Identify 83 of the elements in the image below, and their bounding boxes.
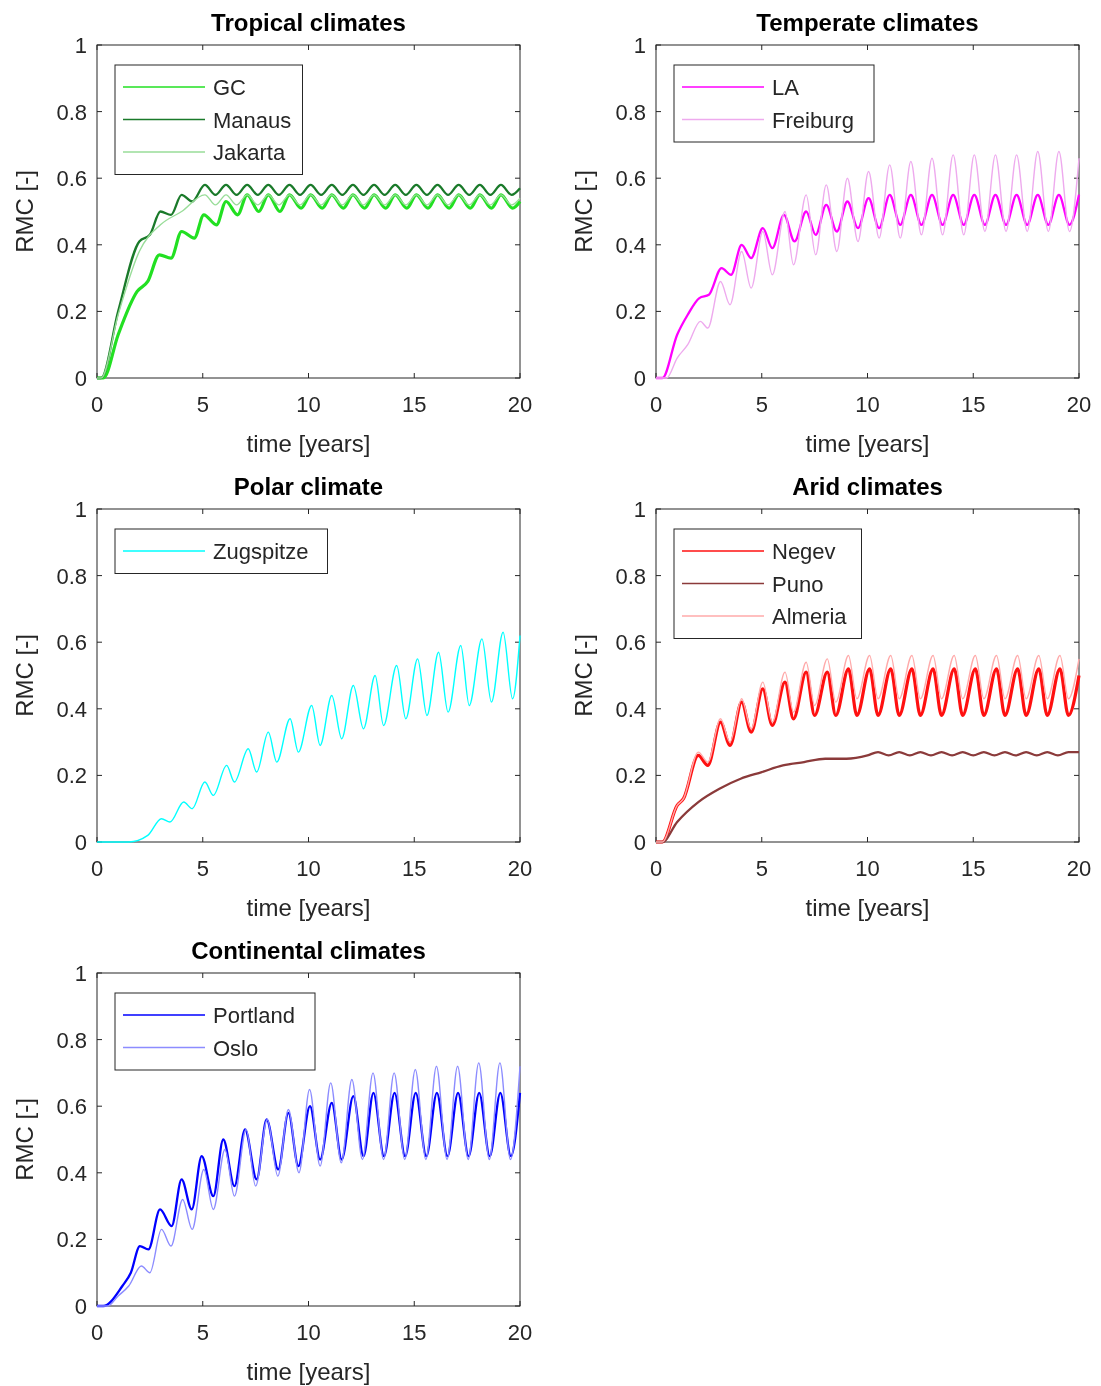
x-tick-label: 5 xyxy=(196,392,209,417)
chart-title: Tropical climates xyxy=(211,9,406,36)
y-tick-label: 0 xyxy=(74,830,87,855)
x-tick-label: 10 xyxy=(296,1320,321,1345)
y-tick-label: 1 xyxy=(74,33,87,58)
y-tick-label: 0 xyxy=(74,1294,87,1319)
x-axis-title: time [years] xyxy=(805,430,930,457)
x-tick-label: 10 xyxy=(855,856,880,881)
y-tick-label: 0.2 xyxy=(56,763,87,789)
legend-label: Oslo xyxy=(213,1035,259,1061)
y-tick-label: 0.2 xyxy=(56,299,87,325)
legend-label: Freiburg xyxy=(772,107,854,133)
y-tick-label: 0.8 xyxy=(615,563,646,589)
x-tick-label: 10 xyxy=(296,856,321,881)
y-axis-title: RMC [-] xyxy=(570,170,597,253)
y-tick-label: 0.6 xyxy=(615,166,646,192)
x-tick-label: 0 xyxy=(90,1320,104,1345)
line-series xyxy=(96,631,521,843)
x-tick-label: 5 xyxy=(755,392,768,417)
x-tick-label: 15 xyxy=(402,856,427,881)
y-tick-label: 0.4 xyxy=(56,232,87,258)
y-tick-label: 0.2 xyxy=(615,763,646,789)
y-tick-label: 0.2 xyxy=(56,1227,87,1253)
legend-label: Almeria xyxy=(772,604,848,629)
y-tick-label: 0.6 xyxy=(56,1094,87,1120)
x-tick-label: 10 xyxy=(855,392,880,417)
y-tick-label: 0.6 xyxy=(56,630,87,656)
y-tick-label: 0.4 xyxy=(56,696,87,722)
y-tick-label: 0.8 xyxy=(56,99,87,125)
x-tick-label: 20 xyxy=(1066,392,1092,417)
x-tick-label: 20 xyxy=(507,1320,533,1345)
x-axis-title: time [years] xyxy=(246,430,371,457)
x-tick-label: 15 xyxy=(402,392,427,417)
x-tick-label: 0 xyxy=(649,392,663,417)
y-tick-label: 0.6 xyxy=(615,630,646,656)
x-tick-label: 15 xyxy=(402,1320,427,1345)
x-tick-label: 0 xyxy=(90,856,104,881)
legend-label: Portland xyxy=(213,1003,295,1028)
legend-label: Puno xyxy=(772,571,824,597)
y-tick-label: 1 xyxy=(74,961,87,986)
y-tick-label: 1 xyxy=(633,497,646,522)
chart-title: Polar climate xyxy=(233,473,384,500)
x-tick-label: 0 xyxy=(90,392,104,417)
y-axis-title: RMC [-] xyxy=(11,634,38,717)
y-tick-label: 0.8 xyxy=(56,1027,87,1053)
legend-label: LA xyxy=(772,75,800,100)
y-tick-label: 1 xyxy=(74,497,87,522)
y-tick-label: 1 xyxy=(633,33,646,58)
x-tick-label: 5 xyxy=(196,856,209,881)
y-tick-label: 0.4 xyxy=(615,232,646,258)
chart-title: Arid climates xyxy=(792,473,943,500)
x-tick-label: 5 xyxy=(755,856,768,881)
x-tick-label: 20 xyxy=(507,856,533,881)
line-series xyxy=(655,150,1080,379)
x-axis-title: time [years] xyxy=(805,894,930,921)
y-tick-label: 0.2 xyxy=(615,299,646,325)
legend-label: GC xyxy=(213,75,247,100)
x-axis-title: time [years] xyxy=(246,894,371,921)
legend-label: Zugspitze xyxy=(213,539,309,564)
chart-title: Temperate climates xyxy=(756,9,979,36)
y-axis-title: RMC [-] xyxy=(11,170,38,253)
y-tick-label: 0 xyxy=(74,366,87,391)
y-tick-label: 0.8 xyxy=(615,99,646,125)
legend-label: Manaus xyxy=(213,107,292,133)
x-tick-label: 10 xyxy=(296,392,321,417)
x-tick-label: 20 xyxy=(507,392,533,417)
y-axis-title: RMC [-] xyxy=(11,1098,38,1181)
y-axis-title: RMC [-] xyxy=(570,634,597,717)
y-tick-label: 0.8 xyxy=(56,563,87,589)
y-tick-label: 0.4 xyxy=(56,1160,87,1186)
y-tick-label: 0.6 xyxy=(56,166,87,192)
chart-title: Continental climates xyxy=(191,937,426,964)
x-tick-label: 15 xyxy=(961,392,986,417)
legend-label: Negev xyxy=(772,539,836,564)
y-tick-label: 0 xyxy=(633,366,646,391)
x-tick-label: 20 xyxy=(1066,856,1092,881)
x-tick-label: 15 xyxy=(961,856,986,881)
y-tick-label: 0 xyxy=(633,830,646,855)
y-tick-label: 0.4 xyxy=(615,696,646,722)
x-tick-label: 0 xyxy=(649,856,663,881)
legend-label: Jakarta xyxy=(213,140,286,165)
x-axis-title: time [years] xyxy=(246,1358,371,1385)
x-tick-label: 5 xyxy=(196,1320,209,1345)
